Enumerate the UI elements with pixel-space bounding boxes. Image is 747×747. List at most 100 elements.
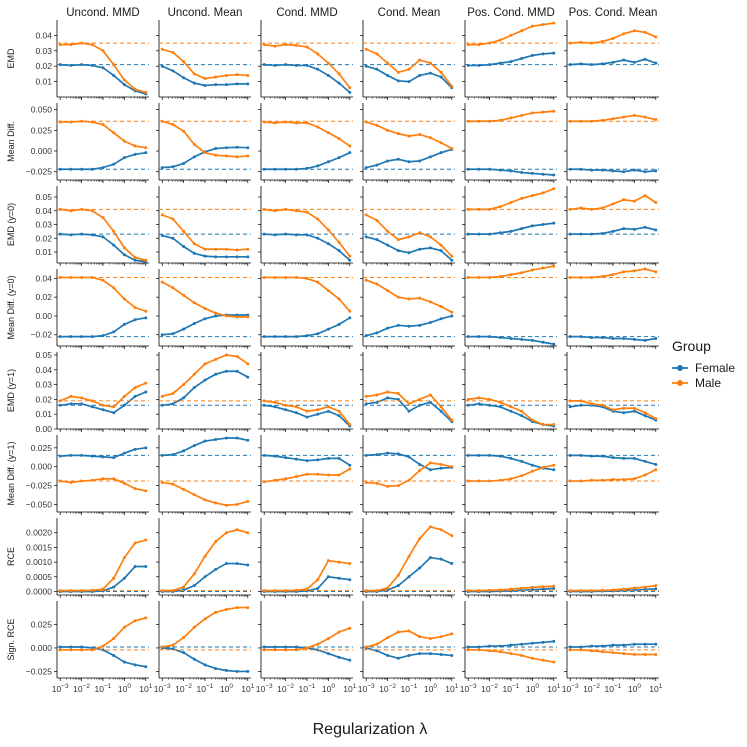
data-point-male xyxy=(144,489,148,493)
data-point-female xyxy=(418,247,422,251)
y-tick-label: 0.04 xyxy=(35,30,52,40)
data-point-female xyxy=(112,653,116,657)
panel-r6-c2 xyxy=(258,518,353,598)
data-point-male xyxy=(90,43,94,47)
data-point-female xyxy=(69,453,73,457)
data-point-female xyxy=(192,81,196,85)
data-point-female xyxy=(439,317,443,321)
data-point-female xyxy=(568,453,572,457)
data-point-male xyxy=(509,273,513,277)
data-point-female xyxy=(407,653,411,657)
data-point-male xyxy=(386,636,390,640)
data-point-male xyxy=(203,306,207,310)
data-point-female xyxy=(294,645,298,649)
data-point-male xyxy=(541,23,545,27)
data-point-female xyxy=(407,575,411,579)
data-point-male xyxy=(450,254,454,258)
data-point-male xyxy=(520,474,524,478)
data-point-male xyxy=(294,405,298,409)
data-point-male xyxy=(364,278,368,282)
data-point-male xyxy=(182,129,186,133)
data-point-male xyxy=(112,477,116,481)
data-point-female xyxy=(182,396,186,400)
data-point-female xyxy=(246,375,250,379)
panel-r7-c1: 10−3 10−2 10−1 100 101 xyxy=(154,601,255,694)
data-point-female xyxy=(122,451,126,455)
data-point-female xyxy=(632,337,636,341)
data-point-female xyxy=(192,444,196,448)
data-point-female xyxy=(122,253,126,257)
data-point-male xyxy=(235,528,239,532)
data-point-female xyxy=(235,436,239,440)
row-label-3: Mean Diff. (y=0) xyxy=(6,275,16,339)
data-point-male xyxy=(224,73,228,77)
panel-r2-c5 xyxy=(564,186,659,266)
data-point-female xyxy=(122,83,126,87)
data-point-male xyxy=(386,229,390,233)
data-point-male xyxy=(364,589,368,593)
data-point-male xyxy=(439,141,443,145)
data-point-male xyxy=(294,43,298,47)
data-point-male xyxy=(337,630,341,634)
data-point-male xyxy=(364,213,368,217)
data-point-male xyxy=(58,120,62,124)
data-point-female xyxy=(428,652,432,656)
data-point-female xyxy=(273,454,277,458)
data-point-female xyxy=(101,235,105,239)
data-point-female xyxy=(144,564,148,568)
data-point-female xyxy=(316,236,320,240)
data-point-male xyxy=(386,128,390,132)
data-point-female xyxy=(326,652,330,656)
row-label-6: RCE xyxy=(6,547,16,566)
data-point-female xyxy=(466,453,470,457)
data-point-male xyxy=(396,295,400,299)
data-point-male xyxy=(316,642,320,646)
data-point-female xyxy=(235,255,239,259)
data-point-female xyxy=(262,63,266,67)
data-point-female xyxy=(326,242,330,246)
data-point-male xyxy=(466,397,470,401)
data-point-male xyxy=(246,73,250,77)
data-point-female xyxy=(396,249,400,253)
data-point-female xyxy=(568,63,572,67)
data-point-female xyxy=(133,447,137,451)
data-point-female xyxy=(316,164,320,168)
data-point-female xyxy=(643,57,647,61)
data-point-male xyxy=(122,481,126,485)
data-point-female xyxy=(466,167,470,171)
data-point-male xyxy=(643,585,647,589)
data-point-male xyxy=(326,289,330,293)
data-point-female xyxy=(273,167,277,171)
data-point-female xyxy=(509,229,513,233)
data-point-male xyxy=(182,229,186,233)
data-point-male xyxy=(144,538,148,542)
data-point-female xyxy=(386,159,390,163)
data-point-male xyxy=(530,418,534,422)
data-point-male xyxy=(101,644,105,648)
y-tick-label: 0.02 xyxy=(35,61,52,71)
data-point-female xyxy=(386,73,390,77)
data-point-female xyxy=(90,454,94,458)
x-tick-label: 101 xyxy=(343,683,356,694)
data-point-female xyxy=(80,402,84,406)
data-point-male xyxy=(396,573,400,577)
data-point-male xyxy=(316,217,320,221)
data-point-male xyxy=(541,423,545,427)
data-point-female xyxy=(579,453,583,457)
data-point-male xyxy=(643,267,647,271)
data-point-female xyxy=(386,396,390,400)
data-point-male xyxy=(273,648,277,652)
data-point-male xyxy=(568,399,572,403)
y-tick-label: −0.025 xyxy=(26,481,53,491)
data-point-female xyxy=(182,76,186,80)
data-point-female xyxy=(305,415,309,419)
data-point-female xyxy=(80,167,84,171)
data-point-female xyxy=(337,156,341,160)
data-point-female xyxy=(568,167,572,171)
data-point-female xyxy=(407,409,411,413)
data-point-male xyxy=(144,616,148,620)
data-point-male xyxy=(235,315,239,319)
data-point-female xyxy=(654,169,658,173)
data-point-male xyxy=(611,117,615,121)
data-point-male xyxy=(69,275,73,279)
